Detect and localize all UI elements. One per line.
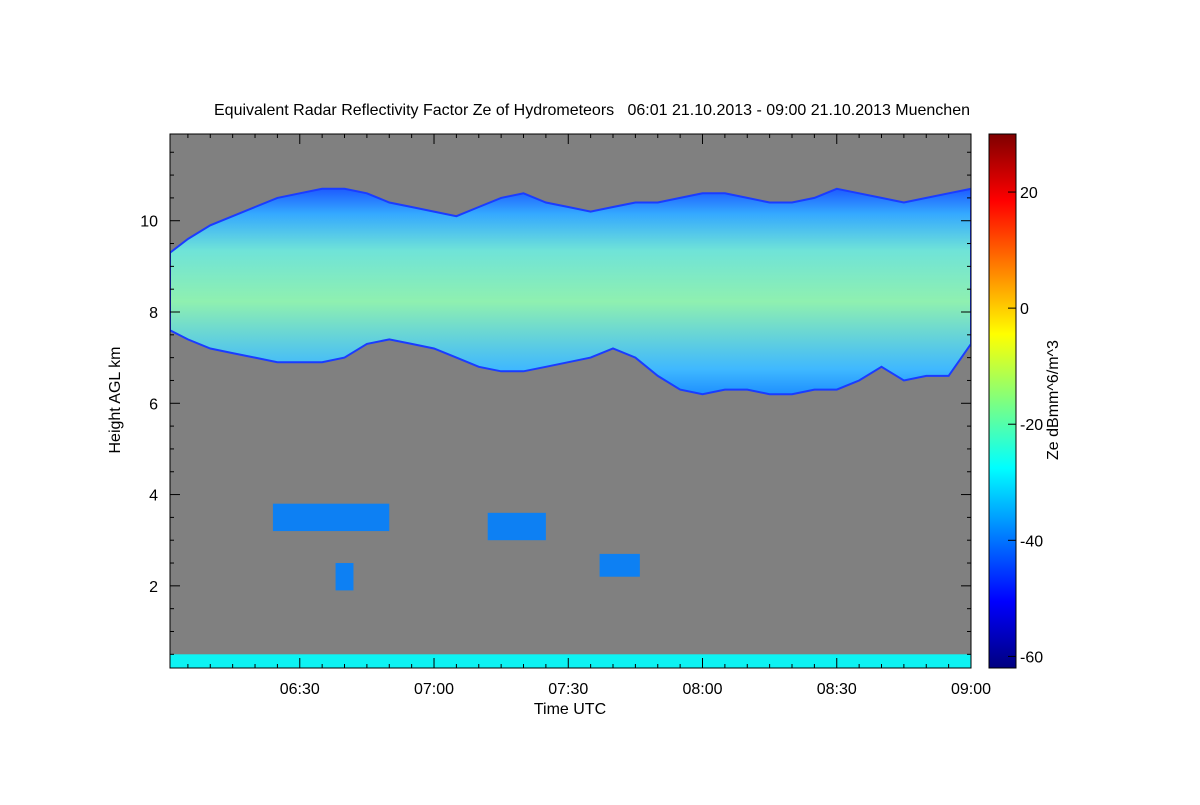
colorbar-tick-label: -60 <box>1020 649 1043 666</box>
chart-title: Equivalent Radar Reflectivity Factor Ze … <box>214 102 970 119</box>
y-tick-label: 6 <box>149 396 158 413</box>
y-tick-label: 10 <box>140 214 158 231</box>
plot-frame <box>169 133 972 669</box>
upper-cloud-layer <box>170 187 971 396</box>
x-tick-label: 06:30 <box>280 681 320 698</box>
y-tick-label: 8 <box>149 305 158 322</box>
mid-level-echo-1 <box>272 503 390 532</box>
x-tick-label: 09:00 <box>951 681 991 698</box>
low-echo-2 <box>599 553 640 577</box>
colorbar-tick-label: 20 <box>1020 185 1038 202</box>
colorbar <box>988 133 1017 669</box>
colorbar-tick-label: -20 <box>1020 417 1043 434</box>
surface-clutter <box>170 654 971 668</box>
y-tick-label: 4 <box>149 488 158 505</box>
y-tick-label: 2 <box>149 579 158 596</box>
y-axis-label: Height AGL km <box>107 346 124 453</box>
low-echo-1 <box>335 563 354 591</box>
mid-level-echo-2 <box>487 512 546 541</box>
x-axis-label: Time UTC <box>534 701 606 718</box>
x-tick-label: 08:30 <box>817 681 857 698</box>
colorbar-tick-label: 0 <box>1020 301 1029 318</box>
colorbar-tick-label: -40 <box>1020 533 1043 550</box>
x-tick-label: 08:00 <box>682 681 722 698</box>
x-tick-label: 07:00 <box>414 681 454 698</box>
colorbar-label: Ze dBmm^6/m^3 <box>1045 340 1062 460</box>
x-tick-label: 07:30 <box>548 681 588 698</box>
